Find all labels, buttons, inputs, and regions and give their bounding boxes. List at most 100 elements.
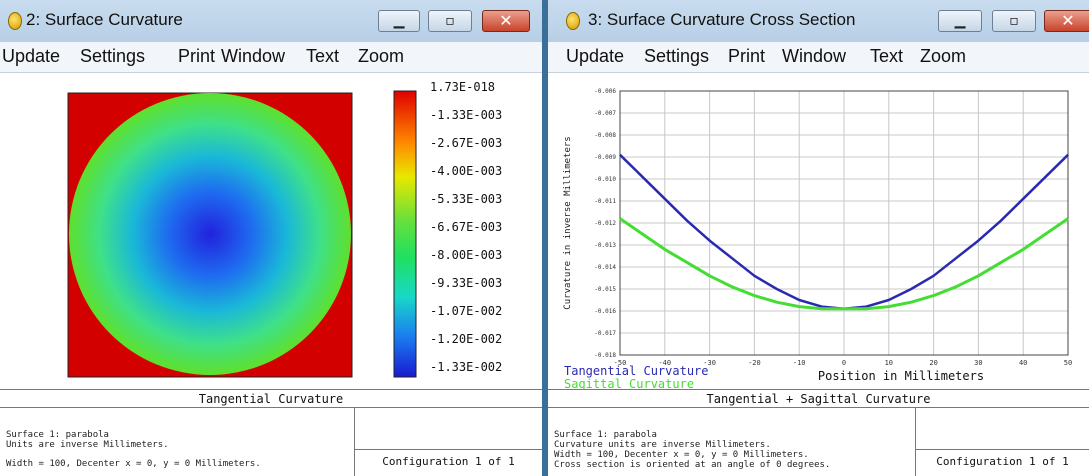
minimize-icon: ▁ (954, 13, 966, 29)
legend-tangential: Tangential Curvature (564, 364, 709, 378)
x-tick-label: -40 (658, 359, 671, 367)
menu-zoom[interactable]: Zoom (358, 46, 405, 66)
plot-frame (619, 90, 1069, 356)
info-box: Tangential + Sagittal Curvature Surface … (548, 389, 1089, 476)
configuration-text: Configuration 1 of 1 (936, 455, 1069, 468)
scale-label: -6.67E-003 (430, 220, 503, 234)
x-tick-label: -20 (748, 359, 761, 367)
maximize-button[interactable]: ▫ (428, 10, 472, 32)
menu-text[interactable]: Text (870, 46, 904, 66)
configuration-label: Configuration 1 of 1 (915, 449, 1089, 476)
y-axis-label: Curvature in inverse Millimeters (563, 136, 573, 309)
title-bar[interactable]: 3: Surface Curvature Cross Section ▁ ▫ ✕ (548, 0, 1089, 43)
scale-label: -9.33E-003 (430, 276, 503, 290)
info-line: Curvature units are inverse Millimeters. (554, 440, 771, 450)
maximize-button[interactable]: ▫ (992, 10, 1036, 32)
menu-settings[interactable]: Settings (644, 46, 710, 66)
x-tick-label: 50 (1064, 359, 1072, 367)
cross-section-window: 3: Surface Curvature Cross Section ▁ ▫ ✕… (548, 0, 1089, 476)
app-icon (8, 12, 22, 30)
color-scale-bar (393, 90, 417, 378)
scale-label: -5.33E-003 (430, 192, 503, 206)
close-icon: ✕ (499, 11, 513, 30)
maximize-icon: ▫ (1009, 13, 1019, 29)
scale-label: -8.00E-003 (430, 248, 503, 262)
x-tick-labels: -50 -40 -30 -20 -10 0 10 20 30 40 50 (614, 359, 1073, 367)
x-axis-label: Position in Millimeters (818, 369, 984, 383)
scale-label: -4.00E-003 (430, 164, 503, 178)
scale-label: 1.73E-018 (430, 80, 496, 94)
minimize-button[interactable]: ▁ (378, 10, 420, 32)
x-tick-label: 30 (974, 359, 982, 367)
menu-bar: Update Settings Print Window Text Zoom (548, 42, 1089, 73)
info-line: Surface 1: parabola (554, 430, 657, 440)
menu-update[interactable]: Update (566, 46, 625, 66)
y-tick-label: -0.012 (594, 220, 616, 227)
close-button[interactable]: ✕ (482, 10, 530, 32)
info-line: Surface 1: parabola (6, 430, 109, 440)
y-tick-label: -0.015 (594, 286, 616, 293)
chart-series (619, 153, 1069, 311)
menu-window[interactable]: Window (782, 46, 847, 66)
maximize-icon: ▫ (445, 13, 455, 29)
y-tick-label: -0.013 (594, 242, 616, 249)
app-icon (566, 12, 580, 30)
plot-caption: Tangential + Sagittal Curvature (706, 392, 931, 406)
y-tick-label: -0.018 (594, 352, 616, 359)
scale-label: -1.20E-002 (430, 332, 503, 346)
close-icon: ✕ (1061, 11, 1075, 30)
menu-text[interactable]: Text (306, 46, 340, 66)
legend-sagittal: Sagittal Curvature (564, 377, 694, 391)
aperture-disk (69, 93, 351, 375)
minimize-icon: ▁ (393, 13, 405, 29)
y-tick-label: -0.008 (594, 132, 616, 139)
x-tick-label: -10 (793, 359, 806, 367)
scale-label: -1.07E-002 (430, 304, 503, 318)
curvature-map (67, 90, 417, 378)
x-tick-label: -50 (614, 359, 627, 367)
scale-label: -1.33E-003 (430, 108, 503, 122)
menu-print[interactable]: Print (728, 46, 766, 66)
sagittal-curve (619, 217, 1069, 311)
y-tick-labels: -0.006 -0.007 -0.008 -0.009 -0.010 -0.011 -0.0… (594, 88, 616, 359)
info-line: Cross section is oriented at an angle of… (554, 460, 831, 470)
cross-section-chart: -0.006 -0.007 -0.008 -0.009 -0.010 -0.011 -0.0… (563, 88, 1073, 391)
info-line: Units are inverse Millimeters. (6, 440, 169, 450)
menu-zoom[interactable]: Zoom (920, 46, 967, 66)
menu-update[interactable]: Update (2, 46, 61, 66)
x-tick-label: 10 (885, 359, 893, 367)
chart-grid (619, 90, 1069, 356)
scale-label: -1.33E-002 (430, 360, 503, 374)
x-tick-label: -30 (703, 359, 716, 367)
menu-print[interactable]: Print (178, 46, 216, 66)
plot-area: 1.73E-018 -1.33E-003 -2.67E-003 -4.00E-0… (0, 73, 542, 476)
x-tick-label: 40 (1019, 359, 1027, 367)
y-tick-label: -0.016 (594, 308, 616, 315)
window-title: 2: Surface Curvature (26, 10, 183, 29)
info-line: Width = 100, Decenter x = 0, y = 0 Milli… (554, 450, 809, 460)
y-tick-label: -0.006 (594, 88, 616, 95)
menu-window[interactable]: Window (221, 46, 286, 66)
y-tick-label: -0.007 (594, 110, 616, 117)
y-tick-label: -0.010 (594, 176, 616, 183)
y-tick-label: -0.011 (594, 198, 616, 205)
y-tick-label: -0.009 (594, 154, 616, 161)
menu-bar: Update Settings Print Window Text Zoom (0, 42, 542, 73)
configuration-text: Configuration 1 of 1 (382, 455, 515, 468)
plot-caption: Tangential Curvature (198, 392, 344, 406)
close-button[interactable]: ✕ (1044, 10, 1089, 32)
x-tick-label: 20 (929, 359, 937, 367)
info-box: Tangential Curvature Surface 1: parabola… (0, 389, 542, 476)
surface-curvature-window: 2: Surface Curvature ▁ ▫ ✕ Update Settin… (0, 0, 542, 476)
y-tick-label: -0.017 (594, 330, 616, 337)
title-bar[interactable]: 2: Surface Curvature ▁ ▫ ✕ (0, 0, 542, 43)
scale-label: -2.67E-003 (430, 136, 503, 150)
x-tick-label: 0 (842, 359, 846, 367)
plot-area: -0.006 -0.007 -0.008 -0.009 -0.010 -0.011 -0.0… (548, 73, 1089, 476)
info-line: Width = 100, Decenter x = 0, y = 0 Milli… (6, 459, 261, 469)
window-title: 3: Surface Curvature Cross Section (588, 10, 856, 29)
menu-settings[interactable]: Settings (80, 46, 146, 66)
minimize-button[interactable]: ▁ (938, 10, 982, 32)
y-tick-label: -0.014 (594, 264, 616, 271)
configuration-label: Configuration 1 of 1 (354, 449, 542, 476)
